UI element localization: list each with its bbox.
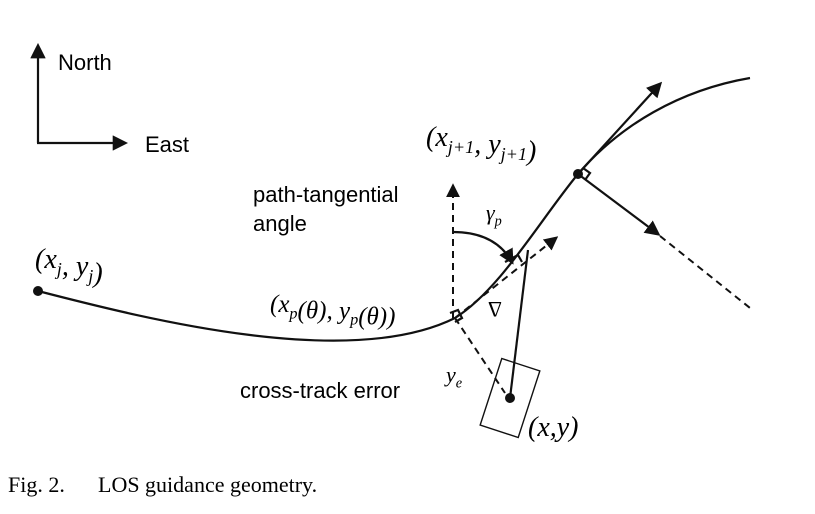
subscript: p (494, 214, 502, 230)
normal-arrow (577, 173, 661, 236)
right-angle (504, 253, 523, 263)
math-text: ) (91, 258, 102, 289)
cross-track-line (454, 317, 506, 394)
math-text: (x (35, 244, 57, 275)
waypoint-label: (xj, yj) (35, 244, 103, 289)
math-text: γ (486, 200, 496, 225)
normal-extension (659, 235, 751, 309)
subscript: p (349, 311, 358, 329)
tangent-dashed (454, 236, 559, 319)
math-text: (x (426, 122, 448, 153)
annotation: cross-track error (240, 378, 400, 403)
ye-label: ye (444, 362, 463, 392)
subscript: j (86, 266, 93, 286)
compass (30, 42, 129, 151)
caption-number: Fig. 2. (8, 472, 65, 497)
math-text: y (444, 362, 456, 387)
vessel-label: (x,y) (528, 412, 579, 443)
math-text: , y (62, 251, 89, 282)
right-angle (582, 167, 592, 181)
east-label: East (145, 132, 189, 157)
math-text: ) (525, 136, 536, 167)
delta-label: Δ (488, 297, 502, 322)
path-curve (37, 76, 751, 342)
math-text: (x (270, 291, 289, 318)
annotation: path-tangential (253, 182, 399, 207)
right-angle (449, 308, 464, 323)
gamma-arc (452, 230, 514, 265)
math-text: Δ (488, 297, 502, 322)
next-waypoint-label: (xj+1, yj+1) (426, 122, 536, 167)
math-text: (θ)) (358, 304, 395, 331)
subscript: j+1 (446, 137, 474, 157)
tangent-arrow (577, 81, 663, 175)
annotation: angle (253, 211, 307, 236)
gamma-label: γp (486, 200, 502, 230)
path-point-label: (xp(θ), yp(θ)) (270, 291, 395, 331)
vessel-outline (479, 357, 541, 439)
math-text: , y (474, 129, 501, 160)
subscript: j (55, 259, 62, 279)
subscript: p (288, 304, 297, 322)
heading-line (508, 249, 530, 399)
subscript: j+1 (499, 144, 527, 164)
caption-text: LOS guidance geometry. (98, 472, 317, 497)
vessel-dot (505, 393, 515, 403)
subscript: e (456, 376, 463, 392)
math-text: (θ), y (298, 297, 351, 324)
waypoint-dot (33, 286, 43, 296)
math-text: (x,y) (528, 412, 579, 443)
north-label: North (58, 50, 112, 75)
